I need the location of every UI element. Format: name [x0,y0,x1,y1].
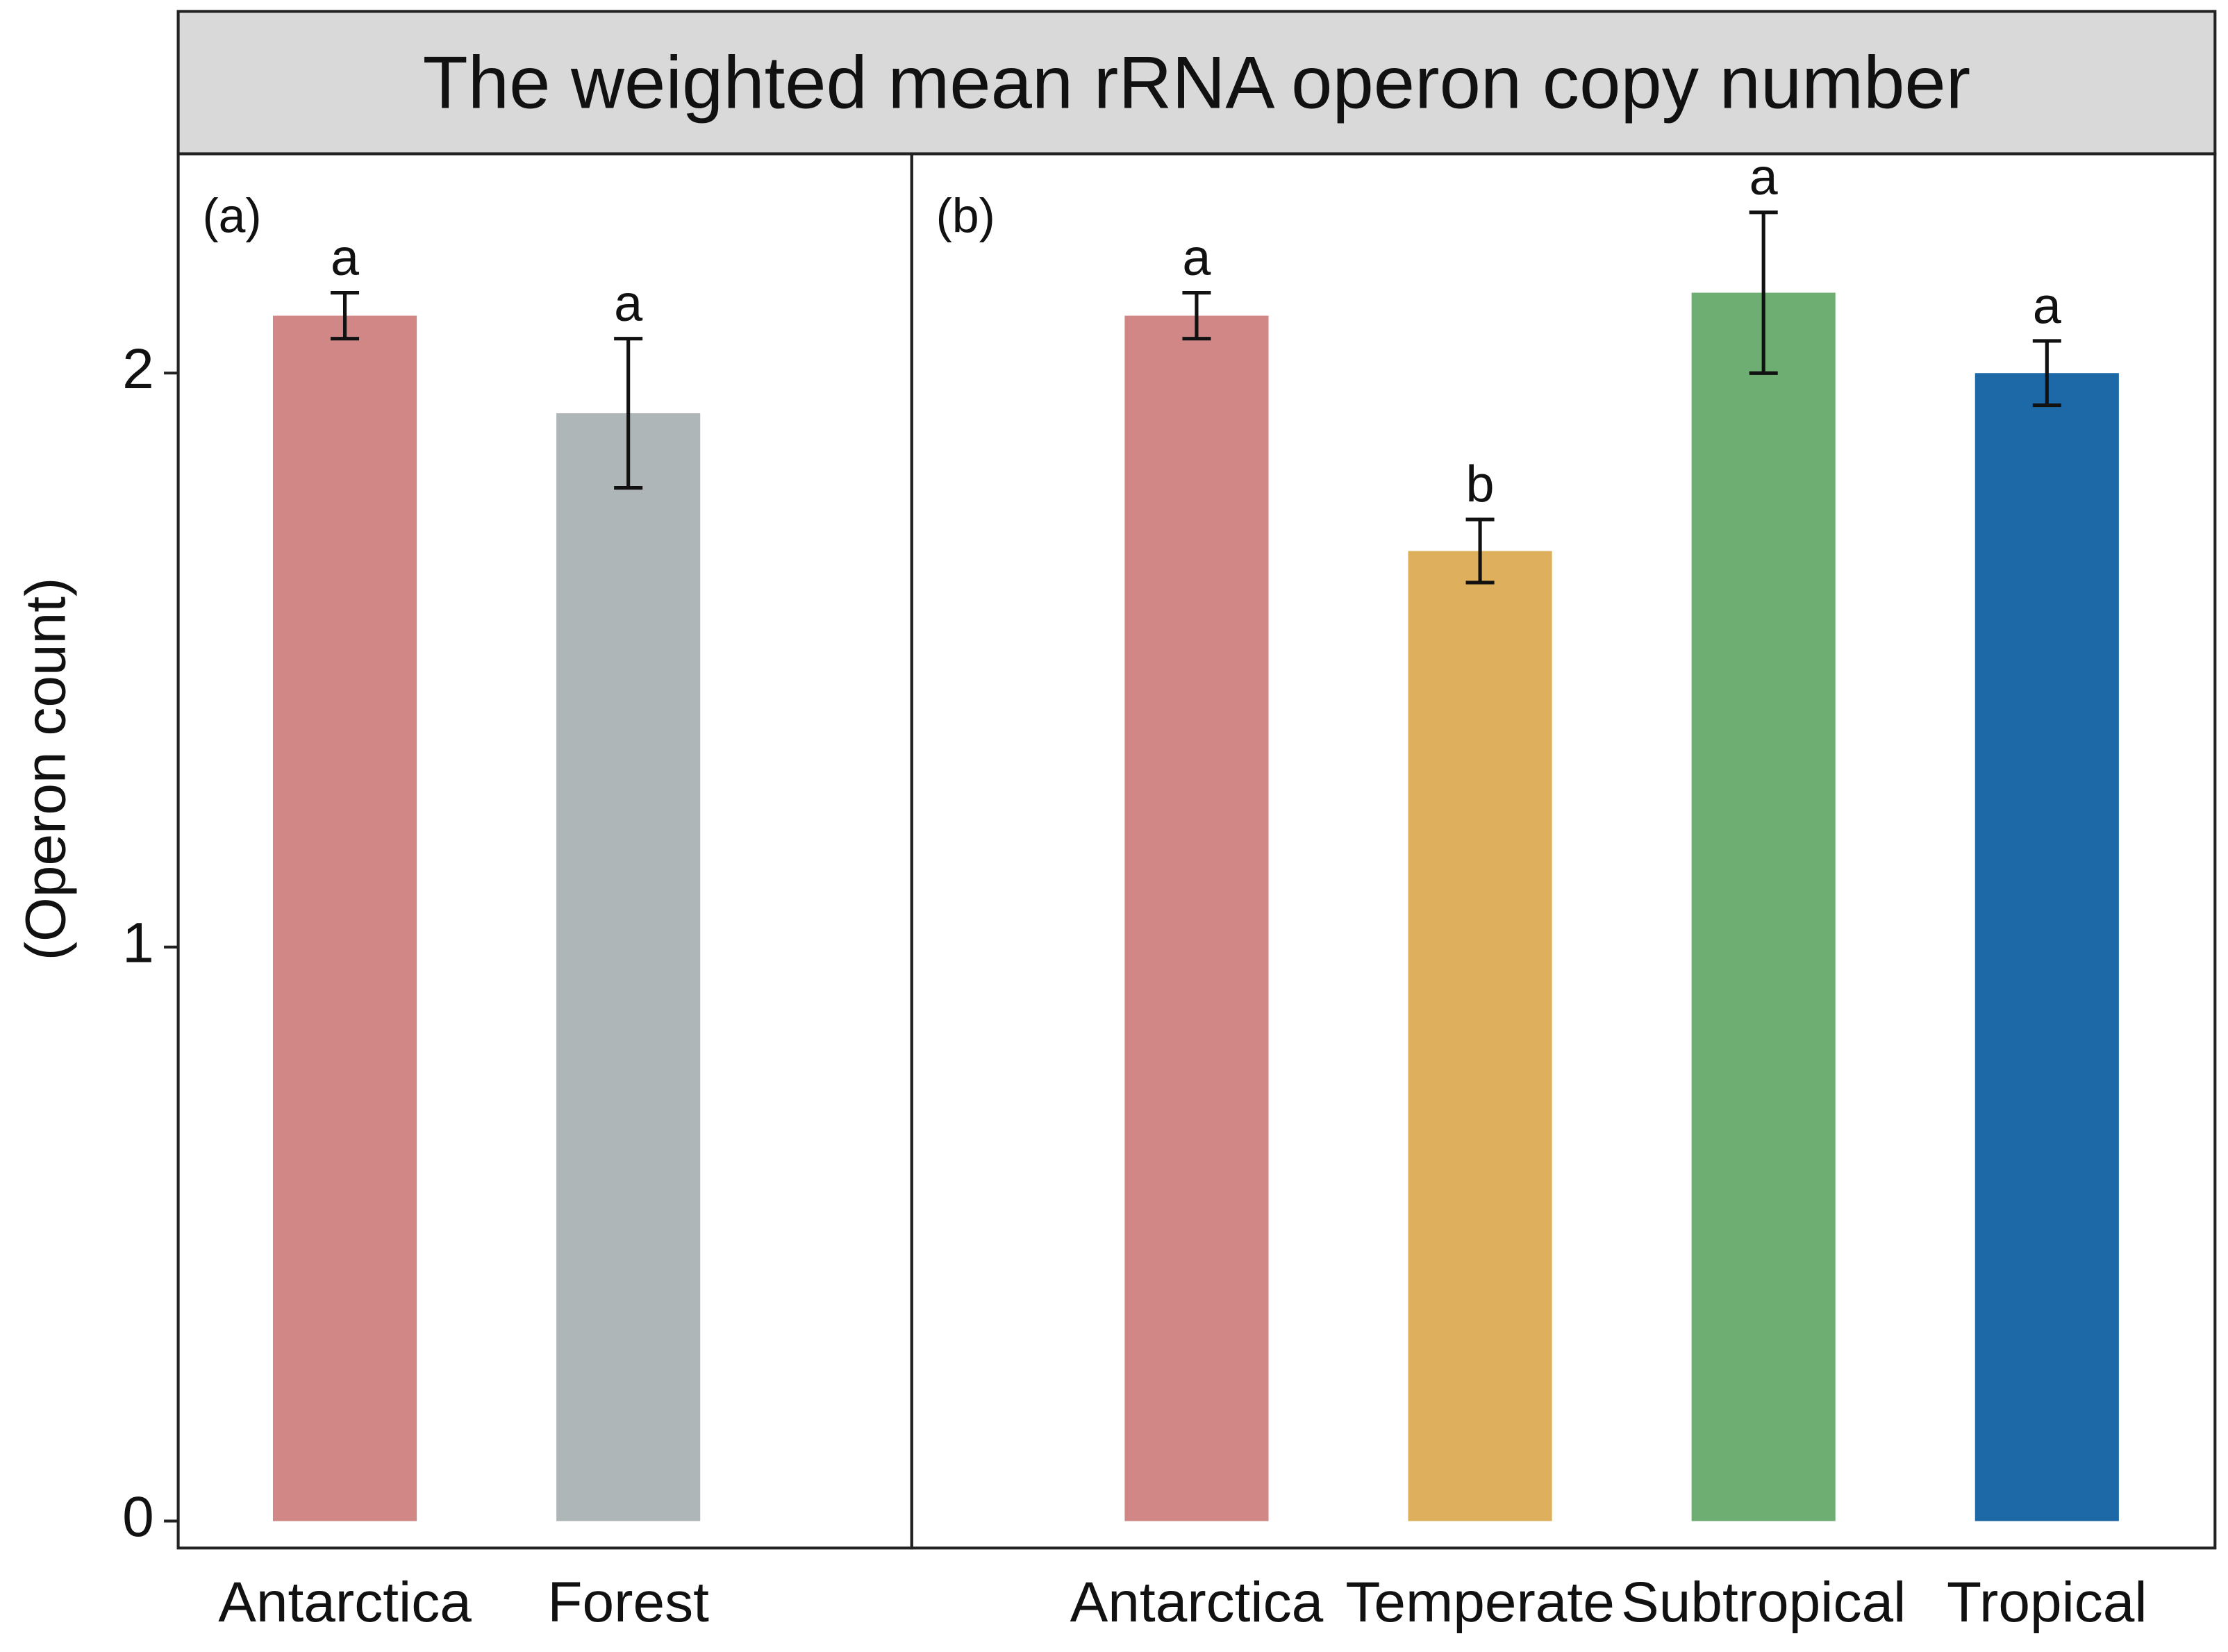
x-tick-label: Tropical [1947,1571,2147,1634]
x-tick-label: Antarctica [1070,1571,1324,1634]
x-tick-label: Forest [547,1571,709,1634]
x-tick-label: Subtropical [1621,1571,1906,1634]
significance-letter: a [614,274,643,332]
bar [1124,315,1269,1521]
bar [556,413,701,1521]
chart-title: The weighted mean rRNA operon copy numbe… [423,40,1971,124]
y-tick-label: 2 [122,337,154,401]
bar [1691,292,1836,1521]
significance-letter: a [331,228,360,286]
bar [1408,551,1552,1521]
significance-letter: b [1466,455,1495,512]
panel-label: (b) [936,188,995,242]
x-tick-label: Antarctica [218,1571,472,1634]
bar [272,315,417,1521]
y-tick-label: 1 [122,912,154,975]
significance-letter: a [2033,276,2062,334]
panel-label: (a) [202,188,261,242]
y-axis-label: (Operon count) [15,578,78,961]
bar [1975,373,2119,1521]
y-tick-label: 0 [122,1485,154,1549]
significance-letter: a [1182,228,1211,286]
panel-frame [910,152,2217,1550]
significance-letter: a [1749,148,1779,206]
x-tick-label: Temperate [1345,1571,1615,1634]
strip [176,10,2217,156]
